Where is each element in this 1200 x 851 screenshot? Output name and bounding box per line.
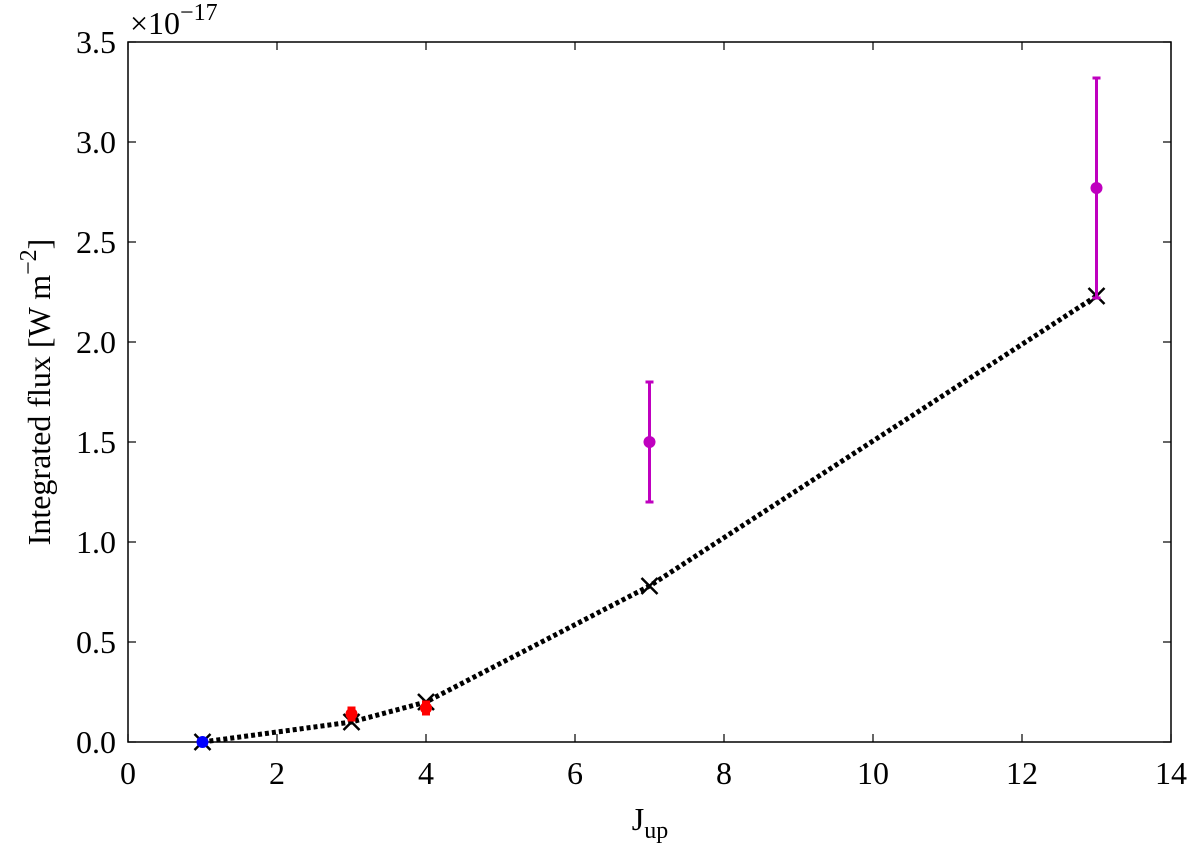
x-label-sub: up (644, 818, 668, 844)
y-tick-label: 0.5 (76, 624, 116, 660)
x-tick-label: 10 (857, 755, 889, 791)
y-tick-label: 3.0 (76, 124, 116, 160)
model-point (640, 577, 659, 595)
multiplier: ×10−17 (130, 0, 218, 41)
data-point (420, 702, 432, 714)
y-axis-label: Integrated flux [W m−2] (16, 239, 57, 546)
x-tick-label: 2 (269, 755, 285, 791)
x-tick-label: 6 (567, 755, 583, 791)
data-point (1090, 182, 1103, 194)
y-tick-label: 1.5 (76, 424, 116, 460)
x-label-main: J (632, 801, 644, 837)
x-tick-label: 14 (1155, 755, 1187, 791)
multiplier-exponent: −17 (180, 0, 218, 26)
y-label-exponent: −2 (16, 249, 42, 275)
x-tick-label: 8 (716, 755, 732, 791)
multiplier-base: ×10 (130, 5, 180, 41)
y-tick-label: 2.0 (76, 324, 116, 360)
y-tick-label: 0.0 (76, 724, 116, 760)
y-label-main: Integrated flux [W m (21, 275, 57, 546)
y-tick-label: 3.5 (76, 24, 116, 60)
model-line (202, 293, 1098, 745)
x-tick-label: 12 (1006, 755, 1038, 791)
y-label-end: ] (21, 239, 57, 250)
y-tick-label: 1.0 (76, 524, 116, 560)
x-axis-label: Jup (632, 801, 668, 844)
plot-frame (127, 41, 1172, 743)
data-point (643, 436, 656, 448)
y-tick-label: 2.5 (76, 224, 116, 260)
x-tick-label: 4 (418, 755, 434, 791)
data-point (196, 736, 209, 748)
x-tick-label: 0 (120, 755, 136, 791)
data-point (345, 708, 358, 720)
